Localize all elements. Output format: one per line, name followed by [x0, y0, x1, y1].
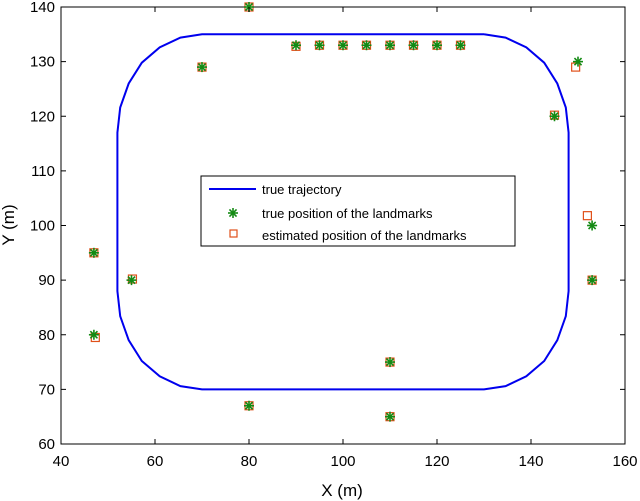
y-tick-label: 100	[30, 218, 55, 235]
true-landmark-point	[573, 56, 583, 67]
y-tick-label: 60	[38, 436, 55, 453]
true-landmark-point	[126, 275, 137, 286]
estimated-landmark-point	[582, 211, 593, 221]
y-axis-label: Y (m)	[0, 204, 18, 245]
x-tick-label: 40	[53, 453, 70, 470]
true-landmark-point	[361, 40, 372, 51]
legend-asterisk-mark	[228, 208, 238, 218]
x-axis-label: X (m)	[321, 481, 363, 500]
legend-label-estimated-landmarks: estimated position of the landmarks	[262, 228, 467, 243]
series-layer	[88, 2, 598, 422]
x-tick-label: 120	[424, 453, 449, 470]
y-tick-label: 120	[30, 108, 55, 125]
true-landmark-point	[385, 357, 395, 368]
true-landmark-point	[587, 275, 598, 286]
x-tick-label: 140	[518, 453, 543, 470]
x-tick-label: 80	[241, 453, 258, 470]
true-landmark-point	[88, 329, 99, 340]
axes-layer: 40 60 80 100 120 140 1606070809010011012013014…	[30, 0, 638, 470]
true-landmark-point	[88, 247, 99, 258]
legend-box	[200, 175, 516, 247]
estimated-landmark-point	[127, 274, 138, 284]
true-landmark-point	[455, 40, 466, 51]
x-tick-label: 100	[330, 453, 355, 470]
y-tick-label: 80	[38, 327, 55, 344]
true-landmark-point	[244, 400, 254, 411]
legend: true trajectory true position of the lan…	[200, 175, 516, 247]
true-landmark-point	[385, 40, 395, 51]
legend-label-trajectory: true trajectory	[262, 182, 342, 197]
x-tick-label: 60	[147, 453, 164, 470]
x-tick-label: 160	[612, 453, 637, 470]
true-landmark-point	[314, 40, 325, 51]
y-tick-label: 90	[38, 272, 55, 289]
y-tick-label: 130	[30, 54, 55, 71]
y-tick-label: 70	[38, 381, 55, 398]
true-landmark-point	[197, 62, 207, 73]
true-landmark-point	[291, 40, 301, 51]
trajectory-line	[116, 33, 570, 391]
legend-asterisk-icon	[228, 208, 238, 218]
true-landmark-point	[587, 220, 598, 231]
y-tick-label: 140	[30, 0, 55, 16]
true-landmark-point	[549, 111, 560, 122]
true-landmark-point	[408, 40, 419, 51]
y-tick-label: 110	[31, 163, 55, 180]
true-landmark-point	[432, 40, 442, 51]
legend-square-icon	[229, 229, 238, 238]
true-landmark-point	[338, 40, 348, 51]
true-landmark-point	[385, 411, 395, 422]
legend-label-true-landmarks: true position of the landmarks	[262, 206, 433, 221]
